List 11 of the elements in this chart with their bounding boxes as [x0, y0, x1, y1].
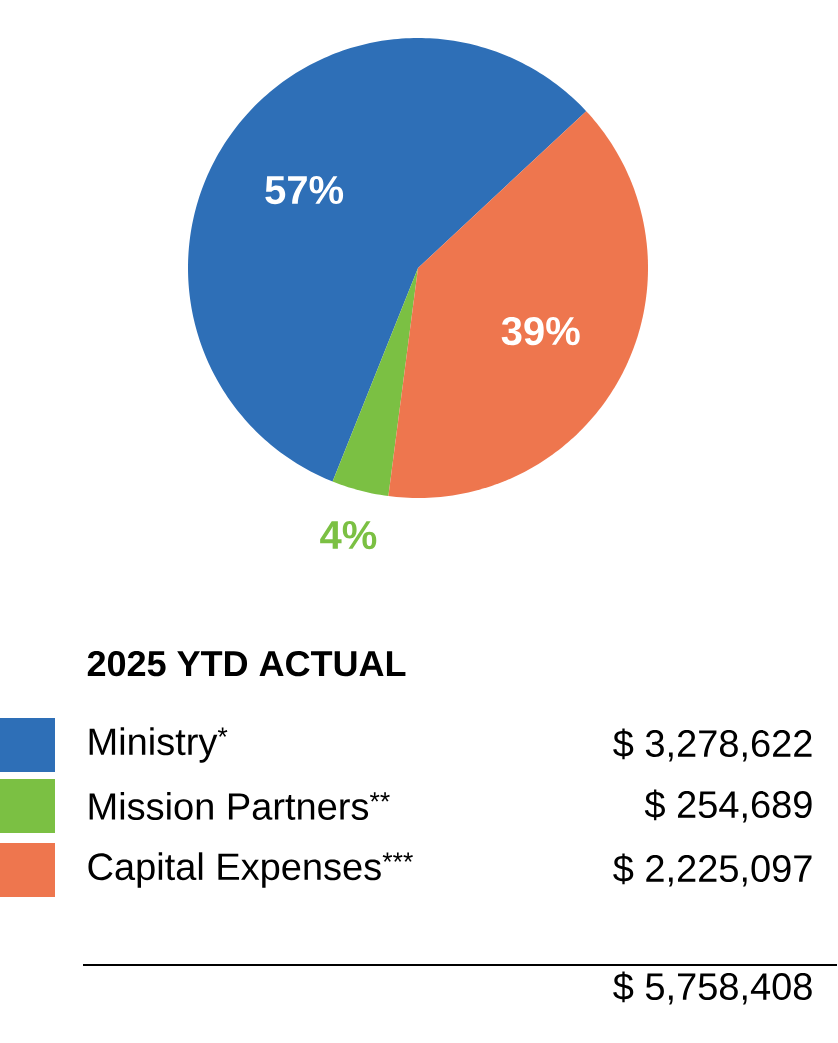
text: $ 3,278,622 — [613, 728, 812, 762]
legend-label: Mission Partners$^{**}$ — [89, 792, 390, 820]
text: $ 5,758,408 — [613, 971, 812, 1005]
legend-title: 2025 YTD ACTUAL — [87, 650, 406, 677]
data-label: 57% — [265, 175, 344, 205]
text: $ 2,225,097 — [613, 853, 812, 887]
text: $ 254,689 — [644, 789, 812, 823]
legend-label: Capital Expenses$^{***}$ — [88, 852, 413, 888]
legend-label: Ministry$^{*}$ — [89, 727, 228, 763]
data-label: 39% — [501, 316, 580, 346]
data-label: 4% — [320, 521, 377, 550]
